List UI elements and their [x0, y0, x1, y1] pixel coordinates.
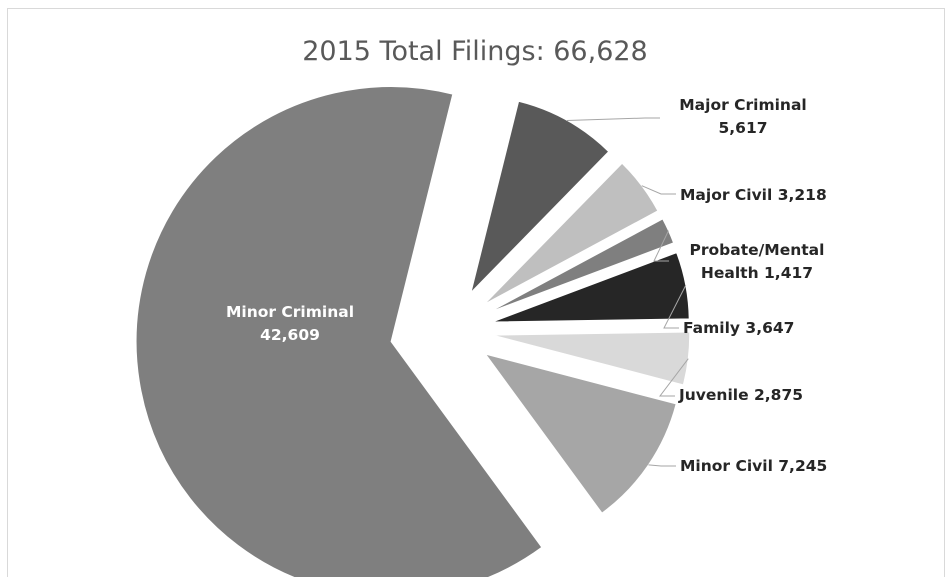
pie-slice-minor-civil — [484, 353, 677, 514]
slice-label-line: Probate/Mental — [690, 241, 825, 259]
pie-slice-major-criminal — [470, 100, 610, 295]
slice-label-line: 42,609 — [260, 326, 320, 344]
slice-label-line: Juvenile 2,875 — [678, 386, 803, 404]
slice-label-line: Major Civil 3,218 — [680, 186, 827, 204]
leader-line-minor-civil — [648, 464, 676, 467]
slice-label-minor-criminal: Minor Criminal 42,609 — [226, 303, 354, 344]
slice-label-family: Family 3,647 — [683, 319, 794, 337]
slice-label-juvenile: Juvenile 2,875 — [678, 386, 803, 404]
slice-label-major-civil: Major Civil 3,218 — [680, 186, 827, 204]
slice-label-line: Minor Criminal — [226, 303, 354, 321]
slice-label-line: Health 1,417 — [701, 264, 813, 282]
slice-label-line: Family 3,647 — [683, 319, 794, 337]
pie-slice-minor-criminal — [135, 86, 543, 577]
slices-layer — [135, 86, 691, 577]
slice-label-major-criminal: Major Criminal 5,617 — [679, 96, 807, 137]
leader-line-family — [663, 284, 687, 329]
slice-label-minor-civil: Minor Civil 7,245 — [680, 457, 827, 475]
chart-title: 2015 Total Filings: 66,628 — [302, 36, 647, 67]
leader-line-major-criminal — [566, 117, 660, 121]
slice-label-line: 5,617 — [718, 119, 767, 137]
slice-label-line: Minor Civil 7,245 — [680, 457, 827, 475]
leader-line-probate-mental-health — [653, 230, 669, 262]
leader-line-juvenile — [658, 358, 689, 397]
pie-slice-probate-mental-health — [488, 218, 675, 313]
slice-label-probate-mental-health: Probate/Mental Health 1,417 — [690, 241, 825, 282]
leader-line-major-civil — [641, 185, 676, 195]
slice-label-line: Major Criminal — [679, 96, 807, 114]
leader-lines — [566, 117, 689, 467]
